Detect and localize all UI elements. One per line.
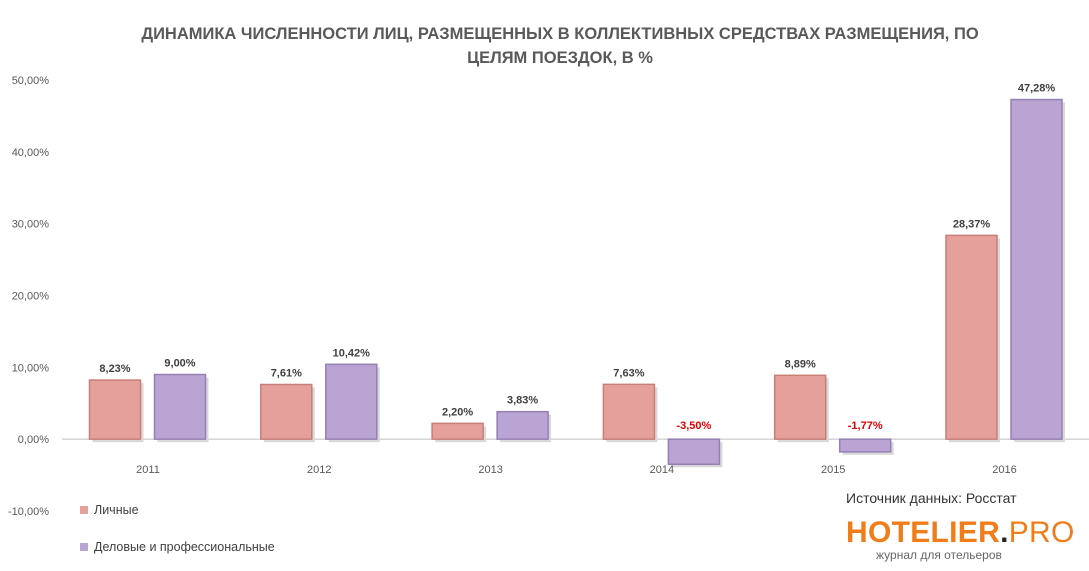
y-tick-label: 0,00% [18,434,49,446]
legend-label-business: Деловые и профессиональные [94,540,275,554]
x-tick-label-2011: 2011 [136,464,160,476]
data-label-business-2014: -3,50% [676,420,711,432]
data-label-personal-2014: 7,63% [613,367,644,379]
data-label-personal-2016: 28,37% [953,218,991,230]
bar-business-2015 [838,438,892,453]
y-tick-label: 10,00% [12,362,50,374]
data-label-business-2013: 3,83% [507,395,538,407]
x-tick-label-2013: 2013 [478,464,502,476]
legend-swatch-business [80,543,88,551]
y-tick-label: 30,00% [12,219,50,231]
data-label-business-2016: 47,28% [1018,83,1056,95]
logo-dot: . [1000,516,1009,549]
bar-business-2012 [325,363,378,440]
y-tick-label: 20,00% [12,291,50,303]
data-source-note: Источник данных: Росстат [846,490,1017,506]
hotelier-pro-logo: HOTELIER.PRO журнал для отельеров [846,516,1075,563]
y-tick-label: -10,00% [8,506,49,518]
bar-business-2014 [667,438,721,466]
bar-business-2016 [1010,98,1063,440]
legend-swatch-personal [80,506,88,514]
logo-pro-text: PRO [1008,516,1075,549]
data-label-personal-2015: 8,89% [785,358,816,370]
legend-item-personal: Личные [80,503,139,517]
data-label-personal-2012: 7,61% [271,368,302,380]
x-tick-label-2012: 2012 [307,464,331,476]
data-label-business-2011: 9,00% [164,358,195,370]
data-label-business-2012: 10,42% [333,347,371,359]
legend-label-personal: Личные [94,503,139,517]
data-label-personal-2011: 8,23% [99,363,130,375]
bar-business-2013 [496,410,549,440]
bar-personal-2015 [773,374,827,440]
y-tick-label: 50,00% [12,75,50,87]
bar-personal-2013 [431,422,484,440]
bar-personal-2012 [260,383,313,440]
data-label-personal-2013: 2,20% [442,406,473,418]
bar-personal-2011 [88,379,142,440]
x-tick-label-2015: 2015 [821,464,845,476]
data-label-business-2015: -1,77% [848,420,883,432]
bar-personal-2014 [602,383,656,440]
chart-title-line-1: ДИНАМИКА ЧИСЛЕННОСТИ ЛИЦ, РАЗМЕЩЕННЫХ В … [141,25,979,43]
logo-brand-text: HOTELIER [846,516,1001,549]
y-tick-label: 40,00% [12,147,50,159]
bar-personal-2016 [945,234,998,440]
x-tick-label-2016: 2016 [992,464,1016,476]
logo-tagline: журнал для отельеров [876,548,1002,562]
bar-business-2011 [153,373,207,440]
chart-title-line-2: ЦЕЛЯМ ПОЕЗДОК, В % [467,49,653,67]
legend-item-business: Деловые и профессиональные [80,540,275,554]
x-tick-label-2014: 2014 [650,464,674,476]
